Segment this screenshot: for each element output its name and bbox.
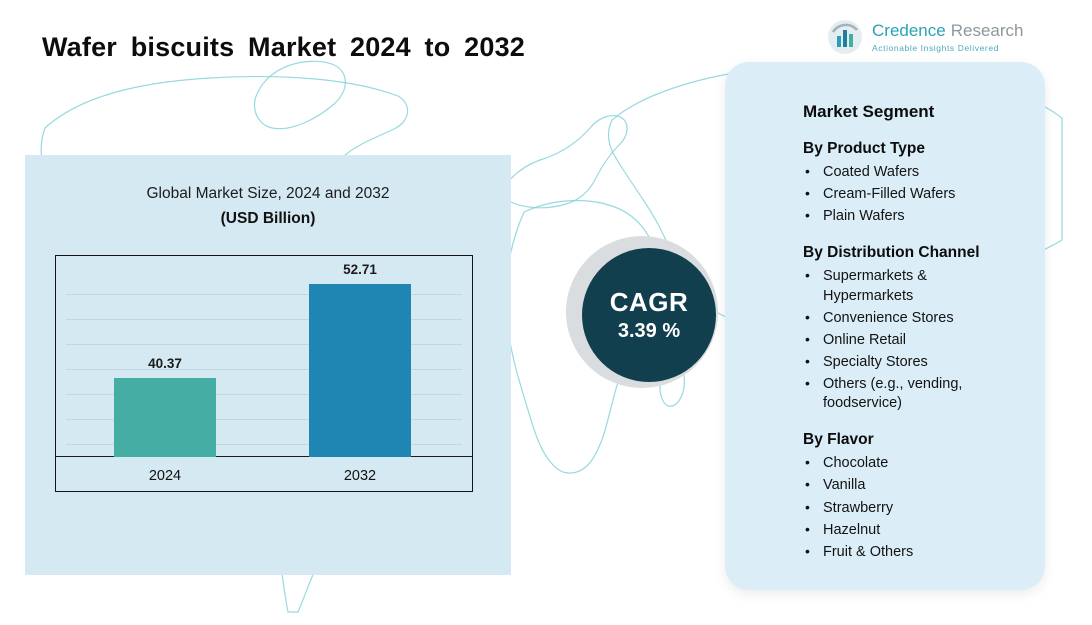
bullet-icon: • [805, 207, 810, 224]
market-size-panel: Global Market Size, 2024 and 2032 (USD B… [25, 155, 511, 575]
list-item-label: Plain Wafers [823, 208, 905, 225]
list-item: • Specialty Stores [803, 353, 1019, 372]
list-item: • Plain Wafers [803, 207, 1019, 226]
cagr-value: 3.39 % [617, 320, 681, 342]
list-item-label: Specialty Stores [823, 353, 928, 370]
list-item-label: Hazelnut [823, 521, 881, 538]
group-heading-distribution-channel: By Distribution Channel [803, 244, 980, 262]
brand-secondary: Research [950, 21, 1024, 40]
bullet-icon: • [805, 375, 810, 391]
bullet-icon: • [805, 454, 810, 471]
list-item-label: Convenience Stores [823, 309, 954, 326]
logo-chart-icon [828, 20, 862, 54]
bar-2024 [114, 378, 216, 457]
market-segment-panel: Market Segment By Product Type • Coated W… [725, 62, 1045, 590]
list-item: • Chocolate [803, 454, 1019, 473]
list-item-label: Fruit & Others [823, 543, 914, 560]
bar-value-label-2032: 52.71 [343, 262, 377, 277]
segments-heading: Market Segment [803, 102, 935, 121]
brand-name: Credence Research [872, 21, 1023, 41]
brand-primary: Credence [872, 21, 946, 40]
list-item: • Fruit & Others [803, 543, 1019, 562]
chart-x-axis [56, 456, 472, 457]
list-item: • Strawberry [803, 499, 1019, 518]
flavor-list: • Chocolate • Vanilla • Strawberry • Hazelnu… [803, 454, 1019, 562]
list-item-label: Chocolate [823, 455, 889, 472]
list-item: • Convenience Stores [803, 309, 1019, 328]
chart-subtitle: (USD Billion) [220, 210, 316, 227]
bar-value-label-2024: 40.37 [148, 356, 182, 371]
bullet-icon: • [805, 163, 810, 179]
list-item: • Others (e.g., vending, foodservice) [803, 375, 1019, 413]
list-item-label: Supermarkets & Hypermarkets [823, 268, 927, 304]
list-item-label: Strawberry [823, 499, 894, 516]
list-item: • Online Retail [803, 331, 1019, 350]
bullet-icon: • [805, 542, 810, 559]
page-title: Wafer biscuits Market 2024 to 2032 [42, 32, 525, 63]
bullet-icon: • [805, 498, 810, 515]
bullet-icon: • [805, 352, 810, 369]
chart-title: Global Market Size, 2024 and 2032 [146, 185, 390, 202]
cagr-label: CAGR [609, 287, 689, 317]
list-item-label: Vanilla [823, 477, 866, 494]
list-item: • Coated Wafers [803, 163, 1019, 182]
group-heading-product-type: By Product Type [803, 140, 926, 157]
credence-research-logo: Credence Research Actionable Insights Del… [826, 18, 1023, 56]
list-item: • Vanilla [803, 476, 1019, 495]
list-item-label: Online Retail [823, 331, 907, 348]
brand-tagline: Actionable Insights Delivered [872, 43, 1000, 53]
bullet-icon: • [805, 330, 810, 347]
list-item-label: Cream-Filled Wafers [823, 186, 956, 203]
cagr-circle: CAGR 3.39 % [582, 248, 716, 382]
bullet-icon: • [805, 185, 810, 202]
list-item: • Supermarkets & Hypermarkets [803, 267, 1019, 305]
product-type-list: • Coated Wafers • Cream-Filled Wafers • Pla… [803, 163, 1019, 226]
list-item: • Hazelnut [803, 521, 1019, 540]
bar-chart: 40.37 52.71 2024 2032 [55, 255, 473, 492]
bar-2032 [309, 284, 411, 457]
list-item: • Cream-Filled Wafers [803, 185, 1019, 204]
group-heading-flavor: By Flavor [803, 431, 874, 449]
bullet-icon: • [805, 520, 810, 537]
x-axis-label-2032: 2032 [343, 468, 377, 484]
bullet-icon: • [805, 267, 810, 284]
logo-text: Credence Research Actionable Insights Del… [872, 21, 1023, 53]
list-item-label: Coated Wafers [823, 164, 920, 180]
bullet-icon: • [805, 476, 810, 493]
distribution-channel-list: • Supermarkets & Hypermarkets • Convenienc… [803, 267, 1019, 413]
bullet-icon: • [805, 308, 810, 325]
list-item-label: Others (e.g., vending, foodservice) [823, 376, 963, 412]
x-axis-label-2024: 2024 [148, 468, 182, 484]
